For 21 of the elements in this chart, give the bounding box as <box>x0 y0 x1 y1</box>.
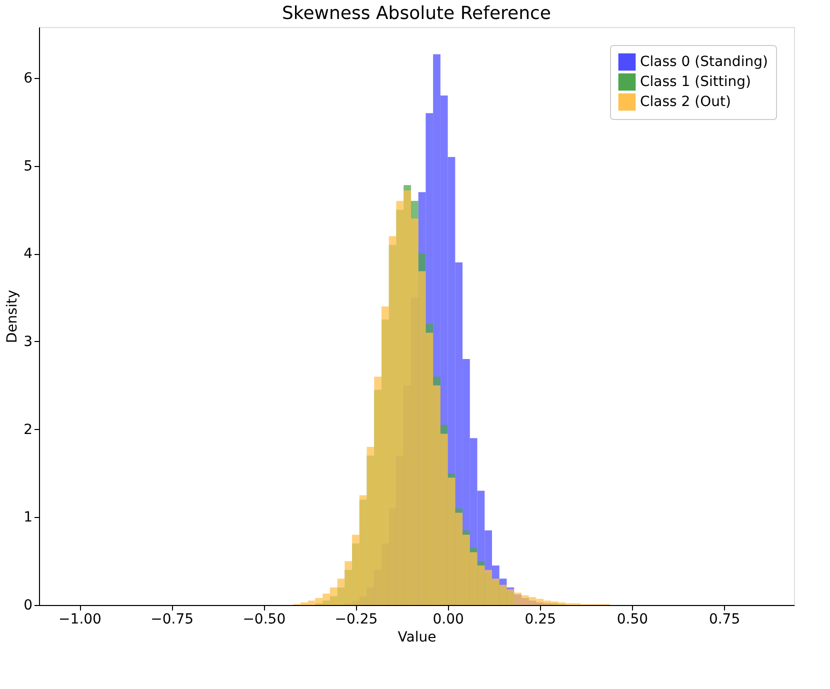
x-tick-label: 0.25 <box>524 612 556 628</box>
y-tick-label: 2 <box>24 422 32 438</box>
chart-title: Skewness Absolute Reference <box>282 3 551 24</box>
y-tick-label: 6 <box>24 70 33 86</box>
y-tick-label: 1 <box>24 510 32 526</box>
legend-label: Class 1 (Sitting) <box>640 74 751 90</box>
x-tick-label: −1.00 <box>58 612 102 628</box>
x-tick-label: 0.00 <box>432 612 464 628</box>
y-tick-label: 5 <box>24 158 32 174</box>
y-tick-label: 4 <box>24 246 33 262</box>
y-tick-label: 3 <box>24 334 32 350</box>
x-tick-label: 0.75 <box>708 612 740 628</box>
y-axis-title: Density <box>4 290 21 344</box>
y-tick-label: 0 <box>24 598 32 614</box>
legend-label: Class 0 (Standing) <box>640 54 768 70</box>
legend-label: Class 2 (Out) <box>640 94 731 110</box>
x-tick-label: −0.25 <box>334 612 378 628</box>
x-axis-title: Value <box>398 630 436 646</box>
x-tick-label: 0.50 <box>616 612 648 628</box>
x-tick-label: −0.75 <box>150 612 194 628</box>
x-tick-label: −0.50 <box>242 612 286 628</box>
